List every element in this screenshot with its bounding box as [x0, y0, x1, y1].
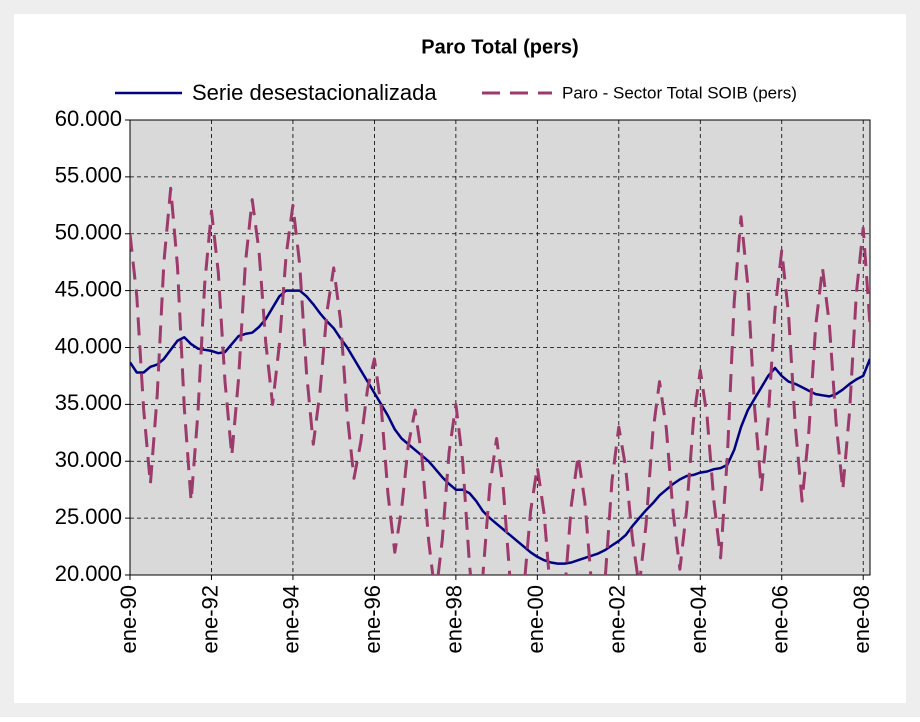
- chart-title: Paro Total (pers): [421, 36, 578, 58]
- y-tick-label: 45.000: [55, 276, 122, 301]
- series-line: [130, 289, 870, 565]
- x-tick-label: ene-00: [523, 585, 548, 654]
- plot-border: [129, 119, 871, 576]
- plot-area: [130, 120, 870, 575]
- y-tick-label: 35.000: [55, 390, 122, 415]
- x-tick-label: ene-98: [442, 585, 467, 654]
- y-tick-label: 20.000: [55, 561, 122, 586]
- y-tick-label: 50.000: [55, 220, 122, 245]
- y-tick-label: 40.000: [55, 333, 122, 358]
- legend-label: Serie desestacionalizada: [192, 80, 437, 105]
- x-tick-label: ene-02: [605, 585, 630, 654]
- series-line: [130, 186, 870, 575]
- series-group: [130, 186, 870, 575]
- y-tick-label: 30.000: [55, 447, 122, 472]
- x-tick-label: ene-92: [197, 585, 222, 654]
- y-tick-label: 60.000: [55, 106, 122, 131]
- y-tick-label: 55.000: [55, 163, 122, 188]
- x-tick-label: ene-94: [279, 585, 304, 654]
- x-tick-label: ene-08: [849, 585, 874, 654]
- y-tick-label: 25.000: [55, 504, 122, 529]
- x-tick-label: ene-04: [686, 585, 711, 654]
- x-tick-label: ene-96: [360, 585, 385, 654]
- x-tick-label: ene-06: [768, 585, 793, 654]
- legend-label: Paro - Sector Total SOIB (pers): [562, 83, 797, 102]
- x-tick-label: ene-90: [116, 585, 141, 654]
